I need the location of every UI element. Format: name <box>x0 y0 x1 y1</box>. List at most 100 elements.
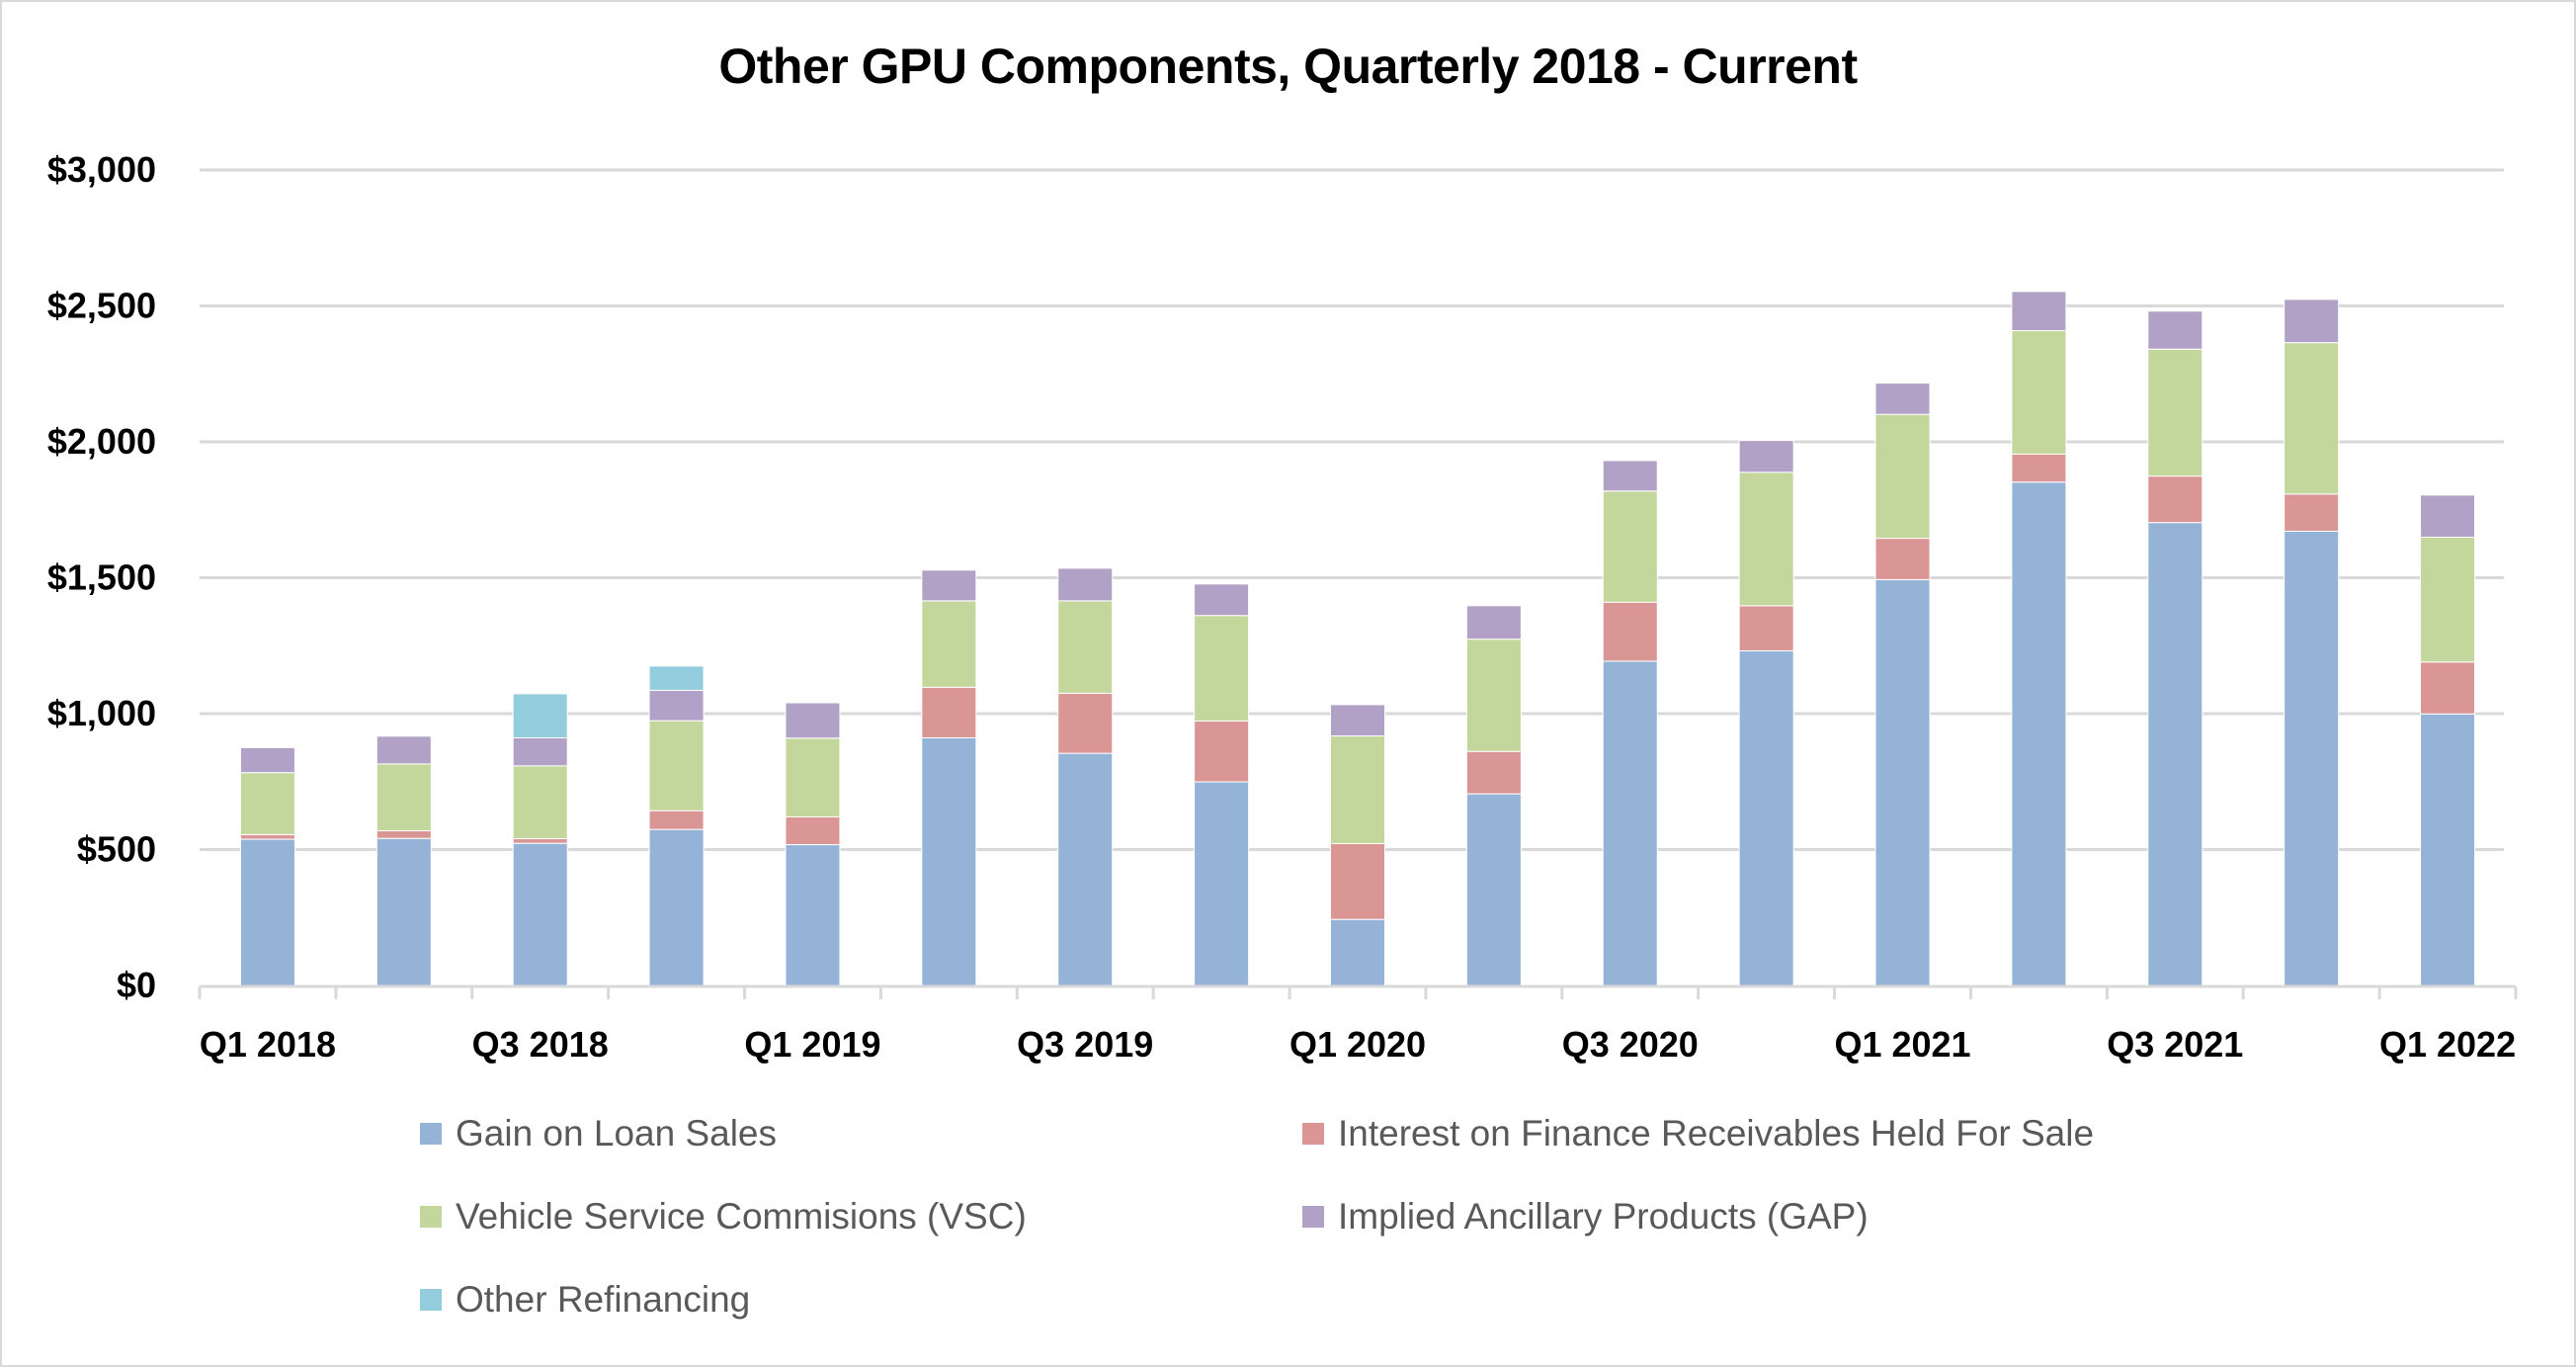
bar-segment <box>2147 310 2203 350</box>
legend-swatch <box>420 1123 442 1145</box>
bar-segment <box>1194 781 1250 986</box>
x-axis: Q1 2018 Q3 2018 Q1 2019 Q3 2019 Q1 2020 Q3 20… <box>198 984 2518 1065</box>
legend-label: Implied Ancillary Products (GAP) <box>1338 1196 1869 1237</box>
bar-segment <box>1738 605 1794 651</box>
bar-stack <box>2147 310 2203 986</box>
bar-segment <box>2011 291 2067 332</box>
y-tick-label: $500 <box>77 829 156 870</box>
bar-stack <box>785 702 841 986</box>
bar-segment <box>2420 494 2476 539</box>
bar-segment <box>1874 538 1931 580</box>
bar-segment <box>2284 530 2340 986</box>
legend-swatch <box>1302 1123 1324 1145</box>
bar-segment <box>1057 752 1114 986</box>
bar-segment <box>1057 567 1114 602</box>
bar-stack <box>648 665 705 986</box>
bar-segment <box>1465 605 1522 641</box>
bar-stack <box>1194 583 1250 986</box>
bar-segment <box>1194 583 1250 617</box>
bar-segment <box>2284 299 2340 344</box>
bar-segment <box>2420 537 2476 663</box>
bar-stack <box>1057 567 1114 986</box>
bar-segment <box>785 844 841 986</box>
x-tick-label: Q3 2021 <box>2107 1024 2243 1065</box>
bar-segment <box>512 842 568 986</box>
bar-segment <box>1330 704 1385 737</box>
legend-item-vehicle-service-commisions[interactable]: Vehicle Service Commisions (VSC) <box>420 1195 1302 1239</box>
bar-segment <box>648 720 705 812</box>
bar-segment <box>1194 615 1250 722</box>
bar-segment <box>239 746 295 774</box>
x-tick-label: Q1 2022 <box>2379 1024 2516 1065</box>
bar-stack <box>1465 605 1522 986</box>
bar-segment <box>785 737 841 817</box>
bar-segment <box>375 763 432 832</box>
legend-label: Interest on Finance Receivables Held For… <box>1338 1113 2095 1153</box>
bar-segment <box>375 735 432 765</box>
bar-segment <box>375 830 432 839</box>
legend-label: Gain on Loan Sales <box>456 1113 778 1153</box>
y-tick-label: $1,000 <box>47 693 156 733</box>
bar-stack <box>1602 460 1658 986</box>
bar-segment <box>2147 522 2203 986</box>
bar-segment <box>1330 842 1385 920</box>
bar-segment <box>1602 601 1658 662</box>
bar-segment <box>239 772 295 835</box>
bar-segment <box>2284 493 2340 532</box>
legend-label: Other Refinancing <box>456 1279 751 1320</box>
bar-segment <box>1738 649 1794 986</box>
bar-segment <box>648 828 705 986</box>
bar-segment <box>1602 460 1658 492</box>
legend-swatch <box>1302 1206 1324 1228</box>
bar-segment <box>2011 453 2067 483</box>
bar-segment <box>2011 330 2067 455</box>
bar-stack <box>2284 299 2340 986</box>
bar-stack <box>1330 704 1385 986</box>
bar-segment <box>1738 471 1794 607</box>
bar-stack <box>512 693 568 986</box>
chart-title: Other GPU Components, Quarterly 2018 - C… <box>718 39 1858 94</box>
bar-stack <box>239 746 295 986</box>
x-tick-label: Q3 2018 <box>472 1024 609 1065</box>
bar-stack <box>1738 440 1794 986</box>
bar-segment <box>1874 578 1931 986</box>
bar-segment <box>921 736 977 986</box>
bar-stack <box>1874 383 1931 986</box>
bar-segment <box>648 689 705 722</box>
bar-segment <box>1602 660 1658 986</box>
legend-item-interest-on-finance-receivables[interactable]: Interest on Finance Receivables Held For… <box>1302 1112 2290 1155</box>
legend-item-gain-on-loan-sales[interactable]: Gain on Loan Sales <box>420 1112 1302 1155</box>
bar-segment <box>375 837 432 986</box>
y-axis: $0 $500 $1,000 $1,500 $2,000 $2,500 $3,000 <box>47 149 156 1005</box>
bar-segment <box>512 838 568 844</box>
bar-segment <box>921 569 977 602</box>
bar-segment <box>1057 692 1114 754</box>
bar-segment <box>1874 413 1931 540</box>
legend-item-implied-ancillary-products[interactable]: Implied Ancillary Products (GAP) <box>1302 1195 2290 1239</box>
x-tick-label: Q1 2021 <box>1834 1024 1970 1065</box>
bar-segment <box>648 810 705 830</box>
bar-stack <box>921 569 977 986</box>
legend-item-other-refinancing[interactable]: Other Refinancing <box>420 1278 1302 1322</box>
legend-swatch <box>420 1289 442 1311</box>
x-tick-label: Q3 2019 <box>1017 1024 1153 1065</box>
x-tick-label: Q1 2018 <box>200 1024 336 1065</box>
bar-segment <box>2420 713 2476 986</box>
bar-segment <box>2420 661 2476 715</box>
y-tick-label: $2,000 <box>47 421 156 462</box>
bar-stack <box>375 735 432 986</box>
x-tick-label: Q1 2019 <box>744 1024 880 1065</box>
bar-segment <box>1194 720 1250 783</box>
bar-stack <box>2011 291 2067 986</box>
bar-segment <box>1738 440 1794 473</box>
bar-segment <box>512 765 568 839</box>
x-tick-label: Q3 2020 <box>1562 1024 1699 1065</box>
bar-segment <box>1465 639 1522 752</box>
y-tick-label: $2,500 <box>47 286 156 326</box>
bar-segment <box>512 693 568 738</box>
y-tick-label: $3,000 <box>47 149 156 190</box>
bar-segment <box>1330 918 1385 986</box>
bar-segment <box>1465 750 1522 795</box>
bar-segment <box>239 838 295 986</box>
